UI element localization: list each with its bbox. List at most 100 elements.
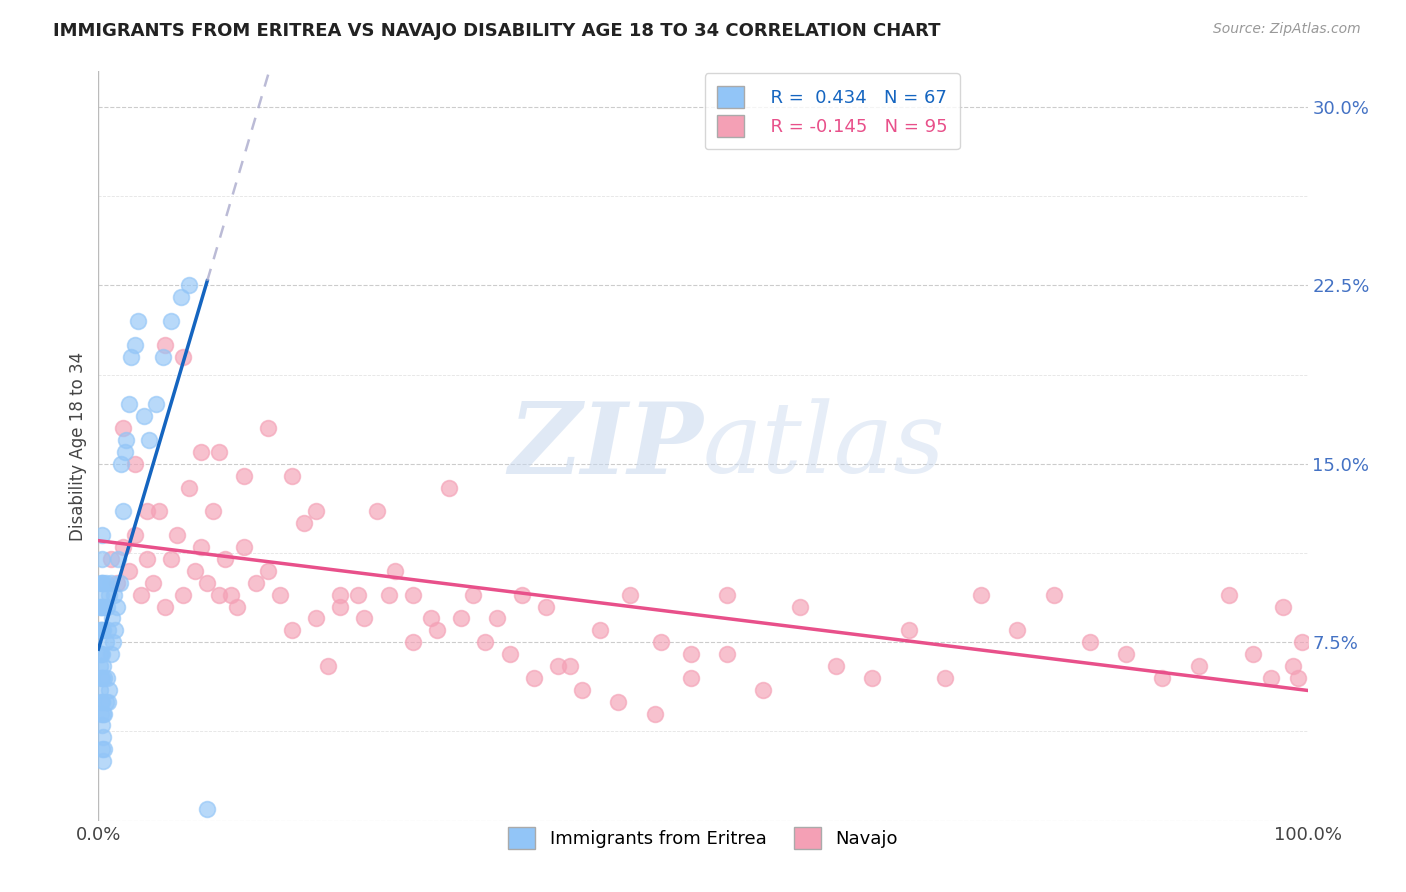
Point xyxy=(1218,588,1240,602)
Point xyxy=(195,802,218,816)
Point xyxy=(377,588,399,602)
Point xyxy=(716,588,738,602)
Point xyxy=(1115,647,1137,661)
Point xyxy=(1272,599,1295,614)
Point xyxy=(463,588,485,602)
Point xyxy=(292,516,315,531)
Point xyxy=(100,647,122,661)
Point xyxy=(305,504,328,518)
Point xyxy=(366,504,388,518)
Text: ZIP: ZIP xyxy=(508,398,703,494)
Point xyxy=(96,599,118,614)
Point xyxy=(486,611,509,625)
Point xyxy=(93,742,115,756)
Point xyxy=(97,624,120,638)
Point xyxy=(172,588,194,602)
Point xyxy=(166,528,188,542)
Point xyxy=(90,588,112,602)
Point xyxy=(523,671,546,685)
Point xyxy=(142,575,165,590)
Legend: Immigrants from Eritrea, Navajo: Immigrants from Eritrea, Navajo xyxy=(501,820,905,856)
Point xyxy=(644,706,666,721)
Point xyxy=(89,599,111,614)
Point xyxy=(825,659,848,673)
Y-axis label: Disability Age 18 to 34: Disability Age 18 to 34 xyxy=(69,351,87,541)
Point xyxy=(1291,635,1313,649)
Point xyxy=(1282,659,1305,673)
Point xyxy=(934,671,956,685)
Point xyxy=(120,350,142,364)
Point xyxy=(184,564,207,578)
Point xyxy=(91,671,114,685)
Point xyxy=(190,445,212,459)
Point xyxy=(111,421,134,435)
Point xyxy=(789,599,811,614)
Point xyxy=(498,647,520,661)
Point xyxy=(558,659,581,673)
Point xyxy=(679,671,702,685)
Point xyxy=(208,445,231,459)
Point xyxy=(1042,588,1064,602)
Point xyxy=(619,588,641,602)
Point xyxy=(98,588,121,602)
Point xyxy=(89,659,111,673)
Point xyxy=(437,481,460,495)
Point xyxy=(145,397,167,411)
Point xyxy=(256,564,278,578)
Point xyxy=(245,575,267,590)
Point xyxy=(91,695,114,709)
Point xyxy=(100,611,122,625)
Point xyxy=(650,635,672,649)
Point xyxy=(93,706,115,721)
Point xyxy=(89,682,111,697)
Point xyxy=(135,504,157,518)
Point xyxy=(269,588,291,602)
Point xyxy=(316,659,339,673)
Point xyxy=(91,647,114,661)
Point xyxy=(426,624,449,638)
Point xyxy=(111,504,134,518)
Point xyxy=(153,338,176,352)
Point xyxy=(124,528,146,542)
Point xyxy=(1007,624,1029,638)
Point xyxy=(91,575,114,590)
Point xyxy=(100,575,122,590)
Point xyxy=(152,350,174,364)
Point xyxy=(214,552,236,566)
Point xyxy=(208,588,231,602)
Point xyxy=(970,588,993,602)
Point xyxy=(1078,635,1101,649)
Point xyxy=(534,599,557,614)
Point xyxy=(118,564,141,578)
Point xyxy=(103,588,125,602)
Point xyxy=(94,635,117,649)
Point xyxy=(148,504,170,518)
Point xyxy=(329,599,352,614)
Point xyxy=(91,624,114,638)
Point xyxy=(94,695,117,709)
Point xyxy=(91,575,114,590)
Point xyxy=(353,611,375,625)
Point xyxy=(127,314,149,328)
Point xyxy=(1260,671,1282,685)
Point xyxy=(160,314,183,328)
Point xyxy=(124,338,146,352)
Point xyxy=(93,599,115,614)
Point xyxy=(91,624,114,638)
Point xyxy=(118,397,141,411)
Point xyxy=(90,706,112,721)
Point xyxy=(90,671,112,685)
Point xyxy=(281,624,304,638)
Point xyxy=(329,588,352,602)
Point xyxy=(571,682,593,697)
Point xyxy=(91,718,114,732)
Point xyxy=(226,599,249,614)
Point xyxy=(1286,671,1309,685)
Point xyxy=(510,588,533,602)
Point xyxy=(134,409,156,424)
Text: IMMIGRANTS FROM ERITREA VS NAVAJO DISABILITY AGE 18 TO 34 CORRELATION CHART: IMMIGRANTS FROM ERITREA VS NAVAJO DISABI… xyxy=(53,22,941,40)
Point xyxy=(93,671,115,685)
Point xyxy=(100,552,122,566)
Point xyxy=(111,540,134,554)
Point xyxy=(402,635,425,649)
